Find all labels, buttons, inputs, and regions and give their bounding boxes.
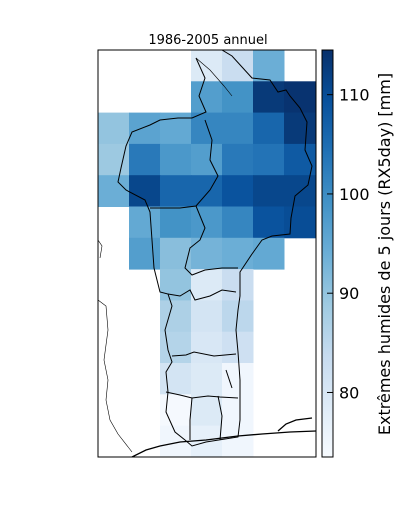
heatmap-cell xyxy=(129,206,161,239)
heatmap-cell xyxy=(129,175,161,207)
heatmap-cell xyxy=(160,175,192,207)
heatmap-cell xyxy=(98,175,130,207)
heatmap-cell xyxy=(222,394,254,427)
heatmap-cell xyxy=(160,331,192,364)
heatmap-cell xyxy=(191,206,223,239)
heatmap-cell xyxy=(191,81,223,114)
heatmap-cell xyxy=(191,143,223,176)
heatmap-cell xyxy=(222,81,254,114)
heatmap-cell xyxy=(129,143,161,176)
colorbar-gradient xyxy=(321,49,334,458)
neighbor-borders xyxy=(98,57,233,453)
heatmap-cell xyxy=(191,363,223,395)
heatmap-cell xyxy=(98,112,130,145)
heatmap-cell xyxy=(160,300,192,333)
heatmap-cell xyxy=(253,175,285,207)
heatmap-cell xyxy=(191,237,223,270)
heatmap-cell xyxy=(160,269,192,301)
heatmap-cell xyxy=(222,50,254,82)
heatmap-cell xyxy=(222,425,254,457)
heatmap-cell xyxy=(253,143,285,176)
heatmap-cell xyxy=(253,50,285,82)
heatmap-cell xyxy=(191,394,223,427)
colorbar-tick-label: 110 xyxy=(339,86,370,105)
map-area xyxy=(98,50,316,457)
heatmap-cell xyxy=(222,143,254,176)
heatmap-cell xyxy=(129,237,161,270)
heatmap-cell xyxy=(160,112,192,145)
colorbar-ticks: 80 90 100 110 xyxy=(327,86,370,402)
heatmap-cell xyxy=(222,112,254,145)
heatmap-cell xyxy=(253,112,285,145)
colorbar-tick-label: 90 xyxy=(339,284,359,303)
colorbar-tick-label: 80 xyxy=(339,383,359,402)
heatmap-cell xyxy=(191,175,223,207)
heatmap-cell xyxy=(160,394,192,427)
heatmap-cell xyxy=(222,269,254,301)
heatmap-cell xyxy=(191,269,223,301)
heatmap-cell xyxy=(160,143,192,176)
heatmap-cell xyxy=(284,112,316,145)
coastline xyxy=(131,417,316,457)
heatmap-cells xyxy=(98,50,316,457)
colorbar: 80 90 100 110 Extrêmes humides de 5 jours (… xyxy=(321,49,394,458)
chart-title: 1986-2005 annuel xyxy=(148,33,267,48)
heatmap-cell xyxy=(191,300,223,333)
colorbar-tick-label: 100 xyxy=(339,185,370,204)
heatmap-cell xyxy=(160,363,192,395)
heatmap-cell xyxy=(222,363,254,395)
heatmap-cell xyxy=(191,331,223,364)
heatmap-cell xyxy=(253,206,285,239)
map-frame xyxy=(97,49,317,458)
heatmap-cell xyxy=(284,143,316,176)
heatmap-cell xyxy=(160,237,192,270)
heatmap-cell xyxy=(222,237,254,270)
colorbar-label: Extrêmes humides de 5 jours (RX5day) [mm… xyxy=(375,73,394,435)
heatmap-cell xyxy=(191,50,223,82)
heatmap-cell xyxy=(129,112,161,145)
heatmap-cell xyxy=(98,143,130,176)
heatmap-cell xyxy=(253,81,285,114)
heatmap-cell xyxy=(284,206,316,239)
heatmap-cell xyxy=(160,206,192,239)
heatmap-cell xyxy=(222,206,254,239)
heatmap-cell xyxy=(191,112,223,145)
heatmap-cell xyxy=(222,175,254,207)
country-borders xyxy=(117,50,313,447)
heatmap-cell xyxy=(253,237,285,270)
heatmap-cell xyxy=(284,175,316,207)
